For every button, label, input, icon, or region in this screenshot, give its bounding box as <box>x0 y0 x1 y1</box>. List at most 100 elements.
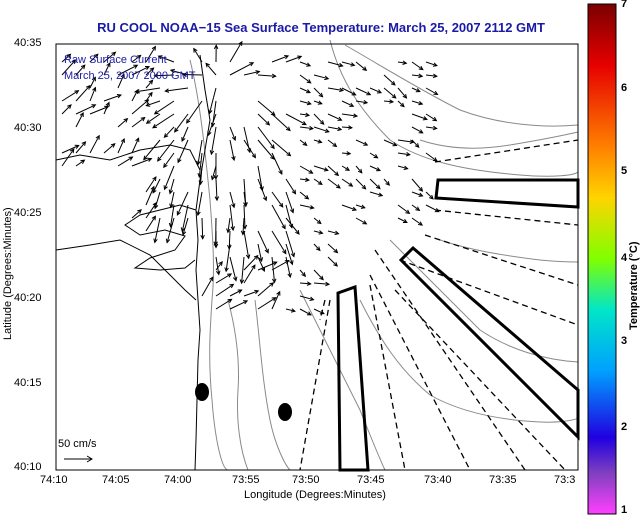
current-vector <box>145 176 157 193</box>
current-vector <box>383 87 397 99</box>
current-vector <box>257 243 263 262</box>
current-vector-head <box>418 65 424 71</box>
current-vector-head <box>350 62 356 67</box>
current-vector <box>271 260 290 271</box>
current-vector-head <box>276 290 281 296</box>
current-vector-head <box>196 160 201 166</box>
current-vector-head <box>264 248 269 254</box>
current-vector <box>61 148 75 167</box>
current-vector-head <box>226 228 231 234</box>
current-vector-head <box>306 100 312 106</box>
current-vector-head <box>405 209 411 215</box>
current-vector <box>411 217 423 226</box>
current-vector-head <box>306 281 312 286</box>
current-vector-head <box>216 270 221 276</box>
current-vector-head <box>251 264 256 270</box>
current-vector <box>299 74 311 84</box>
current-vector-head <box>302 141 308 146</box>
current-vector <box>181 204 189 232</box>
legend-line2: March 25, 2007 2000 GMT <box>64 70 196 82</box>
current-vector-head <box>197 173 202 179</box>
current-vector-head <box>289 208 295 214</box>
current-vector <box>425 61 438 67</box>
current-vector-head <box>249 62 255 67</box>
current-vector-head <box>71 59 77 65</box>
current-vector <box>313 230 323 234</box>
current-vector <box>229 41 243 63</box>
current-vector-head <box>153 238 158 244</box>
current-vector <box>176 191 189 216</box>
current-vector-head <box>305 112 311 118</box>
current-vector-head <box>186 118 191 124</box>
current-vector <box>355 165 363 174</box>
current-vector <box>131 55 142 63</box>
current-vector-head <box>230 226 235 232</box>
current-vector <box>145 67 154 76</box>
current-vector-head <box>120 137 125 143</box>
current-vector <box>313 139 322 143</box>
current-vector-head <box>432 125 438 131</box>
current-vector-head <box>251 153 256 159</box>
current-vector-head <box>432 116 438 122</box>
current-vector-head <box>66 53 72 59</box>
current-vector-head <box>339 87 345 93</box>
current-vector-head <box>213 44 219 50</box>
current-vector <box>341 87 356 96</box>
current-vector-head <box>213 243 219 249</box>
current-vector <box>103 51 116 63</box>
current-vector <box>285 55 302 63</box>
current-vector <box>383 139 397 146</box>
current-vector-head <box>207 131 212 137</box>
current-vector <box>154 74 175 77</box>
current-vector-head <box>324 128 330 133</box>
current-vector <box>257 74 276 77</box>
current-vector-head <box>128 156 134 161</box>
colorbar-tick-label: 5 <box>621 165 628 177</box>
current-vector-head <box>105 101 110 107</box>
x-tick-label: 74:05 <box>102 474 130 486</box>
current-vector-head <box>271 73 277 79</box>
current-vector-head <box>229 283 235 289</box>
current-vector <box>164 126 175 138</box>
current-vector <box>271 113 291 131</box>
current-vector-head <box>333 262 338 267</box>
current-vector-head <box>289 260 294 266</box>
current-vector-head <box>309 296 315 301</box>
current-vector-head <box>309 205 315 210</box>
current-vector <box>313 100 322 105</box>
current-vector <box>164 165 175 190</box>
current-vector-head <box>285 126 291 132</box>
current-vector <box>341 204 357 211</box>
current-vector <box>146 113 161 124</box>
current-vector-head <box>148 79 154 85</box>
current-vector <box>257 126 275 149</box>
current-vector <box>411 139 420 148</box>
current-vector-head <box>391 94 397 99</box>
current-vector-head <box>403 165 409 170</box>
current-vector-head <box>255 70 261 75</box>
current-vector <box>271 139 291 157</box>
current-vector <box>285 191 294 213</box>
current-vector <box>75 85 91 102</box>
current-vector-head <box>295 229 300 235</box>
current-vector-head <box>429 194 434 200</box>
current-vector-head <box>392 142 398 147</box>
current-vector-head <box>346 151 352 156</box>
current-vector <box>145 46 156 63</box>
current-vector <box>89 87 96 102</box>
current-vector-head <box>418 129 424 134</box>
current-vector-head <box>67 104 72 109</box>
current-vector-head <box>318 92 324 98</box>
current-vector-head <box>361 184 367 190</box>
current-vector <box>145 79 153 89</box>
current-vector-head <box>324 75 330 81</box>
current-vector-head <box>362 66 368 71</box>
current-vector <box>243 290 259 297</box>
current-vector <box>197 191 203 216</box>
current-vector <box>313 113 325 125</box>
current-vector-head <box>153 110 159 115</box>
current-vector-head <box>193 47 198 53</box>
current-vector-head <box>353 113 359 118</box>
current-vector <box>369 152 378 159</box>
current-vector <box>103 62 111 76</box>
